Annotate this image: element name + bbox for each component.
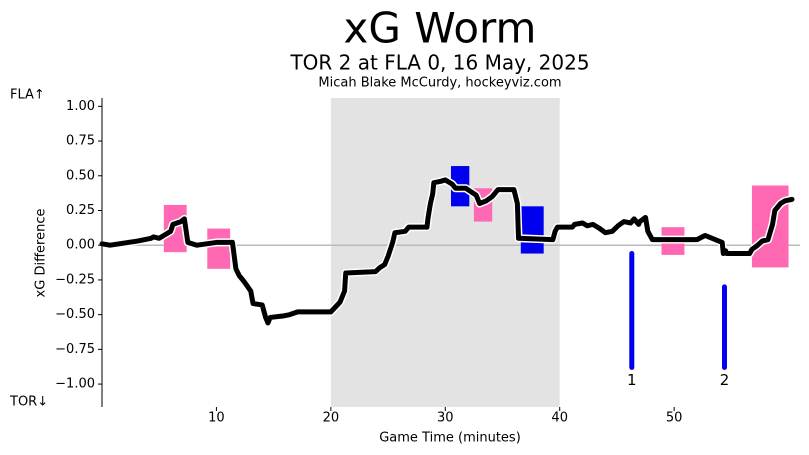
x-tick-label: 40: [551, 411, 568, 426]
y-tick-label: 0.25: [66, 203, 95, 218]
y-tick-label: −0.25: [55, 272, 95, 287]
goal-label: 2: [720, 371, 730, 389]
y-tick-label: −0.50: [55, 307, 95, 322]
attribution: Micah Blake McCurdy, hockeyviz.com: [318, 76, 561, 91]
x-tick-label: 10: [208, 411, 225, 426]
x-tick-label: 50: [666, 411, 683, 426]
worm-line: [99, 177, 795, 326]
chart-title: xG Worm: [344, 4, 537, 53]
chart-subtitle: TOR 2 at FLA 0, 16 May, 2025: [289, 51, 589, 75]
y-tick-label: −0.75: [55, 342, 95, 357]
y-axis-label: xG Difference: [34, 209, 49, 298]
y-tick-label: −1.00: [55, 377, 95, 392]
x-tick-label: 20: [323, 411, 340, 426]
y-tick-label: 0.00: [66, 238, 95, 253]
penalty-box: [207, 228, 231, 269]
goal-label: 1: [627, 371, 637, 389]
penalty-box: [520, 206, 544, 254]
bottom-label: TOR↓: [9, 395, 48, 410]
y-tick-label: 1.00: [66, 99, 95, 114]
y-tick-label: 0.75: [66, 134, 95, 149]
x-tick-label: 30: [437, 411, 454, 426]
x-axis-label: Game Time (minutes): [379, 431, 521, 446]
top-label: FLA↑: [10, 88, 45, 103]
y-tick-label: 0.50: [66, 168, 95, 183]
